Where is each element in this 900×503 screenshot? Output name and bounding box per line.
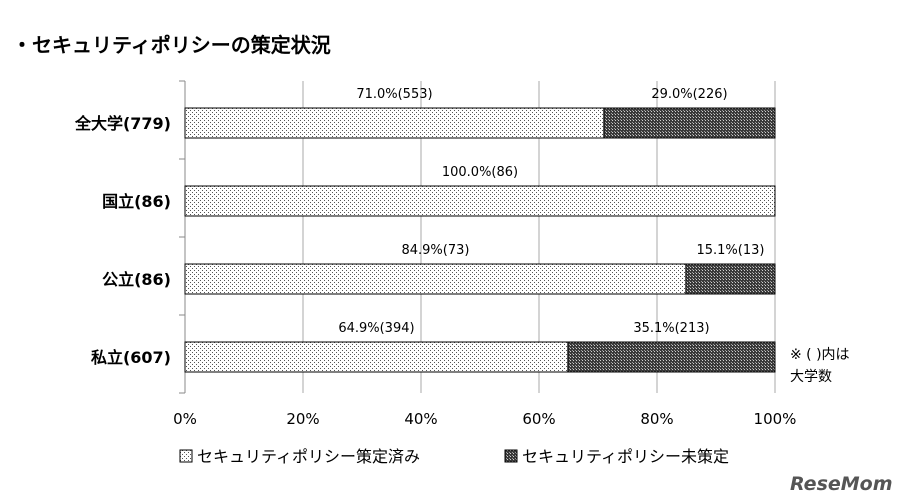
data-label-2-series-1: 15.1%(13) — [696, 243, 764, 258]
category-label-1: 国立(86) — [102, 192, 171, 211]
x-tick-labels: 0% 20% 40% 60% 80% 100% — [173, 410, 796, 428]
bar-3-series-1 — [567, 341, 776, 373]
data-label-1-series-0: 100.0%(86) — [442, 165, 518, 180]
data-label-0-series-0: 71.0%(553) — [356, 87, 432, 102]
legend-swatch-1 — [504, 449, 518, 463]
legend-swatch-0 — [179, 449, 193, 463]
data-label-0-series-1: 29.0%(226) — [651, 87, 727, 102]
category-label-3: 私立(607) — [91, 348, 171, 367]
chart-title: ・セキュリティポリシーの策定状況 — [12, 33, 331, 57]
x-tick-40: 40% — [404, 410, 437, 428]
bar-2-series-1 — [685, 263, 776, 295]
legend-label-1: セキュリティポリシー未策定 — [522, 447, 729, 466]
footnote-line-0: ※ ( )内は — [790, 347, 850, 363]
x-tick-80: 80% — [640, 410, 673, 428]
data-labels: 71.0%(553) 29.0%(226) 100.0%(86) 84.9%(73) 1… — [338, 87, 764, 336]
legend-label-0: セキュリティポリシー策定済み — [197, 447, 420, 466]
watermark: ReseMom — [790, 473, 893, 495]
x-tick-0: 0% — [173, 410, 197, 428]
category-label-2: 公立(86) — [102, 270, 171, 289]
data-label-3-series-1: 35.1%(213) — [633, 321, 709, 336]
x-tick-60: 60% — [522, 410, 555, 428]
bars — [184, 107, 776, 373]
bar-2-series-0 — [184, 263, 687, 295]
footnote-line-1: 大学数 — [790, 369, 832, 385]
x-tick-20: 20% — [286, 410, 319, 428]
bar-1-series-0 — [184, 185, 776, 217]
legend: セキュリティポリシー策定済み セキュリティポリシー未策定 — [179, 447, 729, 466]
category-label-0: 全大学(779) — [74, 114, 171, 133]
bar-0-series-1 — [603, 107, 776, 139]
bar-0-series-0 — [184, 107, 605, 139]
data-label-3-series-0: 64.9%(394) — [338, 321, 414, 336]
bar-3-series-0 — [184, 341, 569, 373]
x-tick-100: 100% — [754, 410, 797, 428]
category-labels: 全大学(779) 国立(86) 公立(86) 私立(607) — [74, 114, 171, 367]
data-label-2-series-0: 84.9%(73) — [401, 243, 469, 258]
